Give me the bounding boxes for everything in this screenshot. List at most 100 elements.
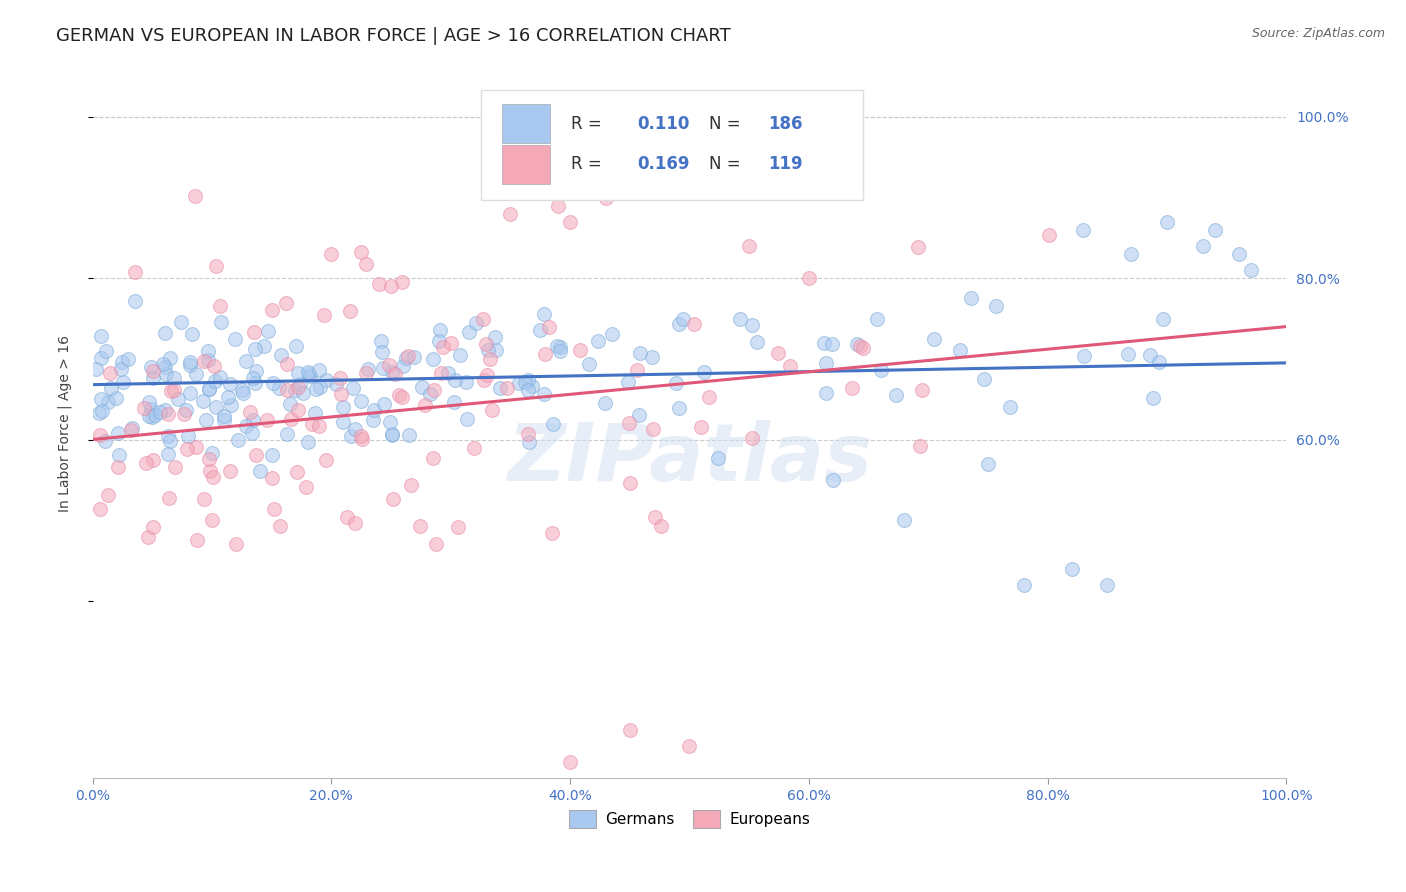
Point	[668, 401, 690, 416]
Point	[650, 518, 672, 533]
Point	[391, 390, 413, 404]
Point	[595, 190, 617, 204]
Point	[339, 303, 361, 318]
FancyBboxPatch shape	[502, 145, 550, 184]
Point	[274, 296, 297, 310]
Text: 0.169: 0.169	[637, 155, 689, 173]
Point	[153, 360, 176, 375]
Point	[298, 367, 321, 381]
Point	[292, 386, 315, 401]
Point	[422, 352, 444, 367]
Point	[547, 199, 569, 213]
Text: 119: 119	[768, 155, 803, 173]
Point	[515, 375, 537, 389]
Point	[529, 323, 551, 337]
Point	[325, 377, 347, 392]
Point	[440, 335, 463, 350]
Point	[354, 366, 377, 380]
Point	[149, 405, 172, 419]
Point	[111, 375, 134, 389]
Point	[343, 422, 366, 436]
Point	[1012, 577, 1035, 591]
Point	[253, 339, 276, 353]
Point	[332, 400, 354, 414]
Point	[205, 259, 228, 273]
Point	[458, 325, 481, 339]
Point	[179, 359, 201, 373]
Point	[378, 358, 401, 372]
Point	[180, 326, 202, 341]
Point	[797, 271, 820, 285]
Text: ZIPatlas: ZIPatlas	[508, 420, 872, 498]
Point	[496, 381, 519, 395]
Point	[600, 326, 623, 341]
Point	[184, 368, 207, 382]
Point	[436, 366, 458, 380]
Point	[628, 345, 651, 359]
Point	[779, 359, 801, 373]
Point	[411, 380, 433, 394]
Point	[472, 373, 495, 387]
Point	[517, 435, 540, 450]
Point	[697, 390, 720, 404]
Point	[139, 359, 162, 374]
Point	[738, 239, 761, 253]
Point	[117, 351, 139, 366]
FancyBboxPatch shape	[481, 90, 863, 200]
Point	[707, 450, 730, 465]
Point	[156, 407, 179, 421]
Point	[240, 426, 263, 441]
Point	[308, 419, 330, 434]
Point	[408, 519, 430, 533]
Point	[297, 435, 319, 450]
Point	[533, 386, 555, 401]
Point	[396, 349, 419, 363]
Point	[232, 386, 254, 401]
Point	[357, 362, 380, 376]
Point	[219, 464, 242, 478]
Point	[204, 375, 226, 389]
Point	[371, 344, 394, 359]
Point	[179, 386, 201, 401]
Point	[1116, 347, 1139, 361]
Point	[821, 473, 844, 487]
Point	[98, 366, 121, 380]
Point	[728, 312, 751, 326]
Point	[1142, 391, 1164, 405]
Point	[1152, 312, 1174, 326]
Point	[167, 392, 190, 407]
Point	[485, 343, 508, 357]
Point	[354, 257, 377, 271]
Point	[214, 413, 236, 427]
Point	[90, 392, 112, 406]
Point	[87, 406, 110, 420]
Point	[1240, 263, 1263, 277]
Point	[392, 359, 415, 373]
Point	[517, 373, 540, 387]
Point	[269, 519, 291, 533]
Point	[231, 384, 253, 398]
Point	[256, 324, 278, 338]
Point	[463, 442, 485, 456]
Point	[184, 440, 207, 454]
Point	[344, 516, 367, 530]
Point	[173, 407, 195, 421]
Point	[371, 361, 394, 376]
Point	[89, 427, 111, 442]
Point	[508, 376, 530, 390]
Point	[627, 408, 650, 422]
Point	[285, 465, 308, 479]
Point	[107, 425, 129, 440]
Point	[1121, 247, 1143, 261]
Point	[332, 415, 354, 429]
Point	[464, 316, 486, 330]
Point	[1139, 348, 1161, 362]
Point	[472, 311, 495, 326]
Point	[593, 396, 616, 410]
Point	[97, 488, 120, 502]
Point	[285, 338, 308, 352]
Point	[456, 412, 478, 426]
Point	[478, 352, 501, 367]
Point	[558, 215, 581, 229]
Point	[475, 337, 498, 351]
